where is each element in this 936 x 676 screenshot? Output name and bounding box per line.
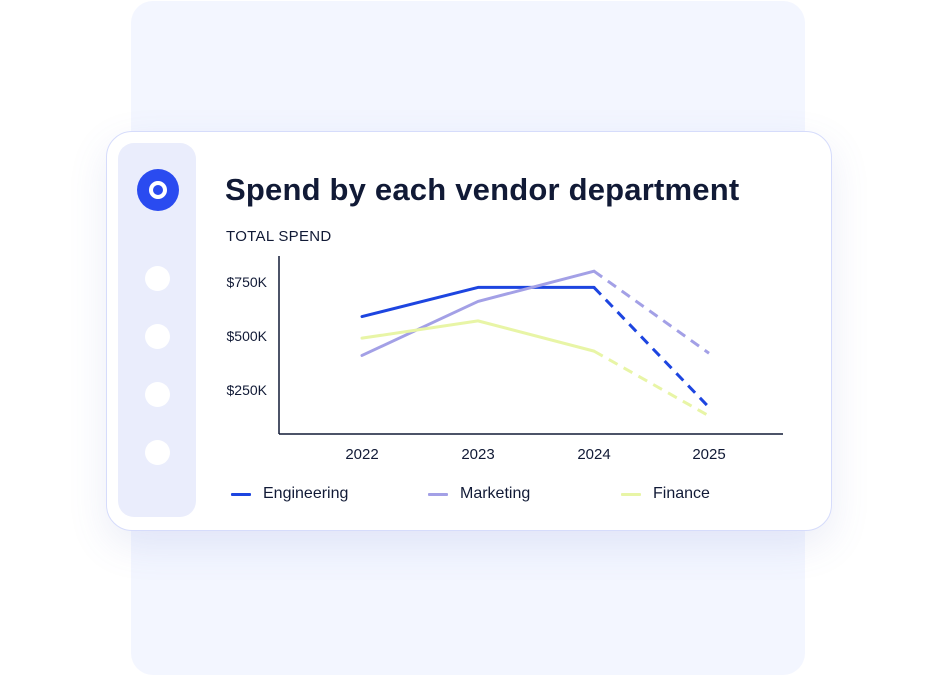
line-chart: $250K $500K $750K 2022 2023 2024 2025: [227, 256, 783, 463]
legend-label-engineering: Engineering: [263, 485, 349, 502]
legend-swatch-engineering: [231, 492, 251, 496]
sidebar-item-4[interactable]: [145, 440, 170, 465]
x-tick-label-2022: 2022: [345, 446, 378, 463]
y-axis-label: TOTAL SPEND: [226, 228, 332, 245]
legend-swatch-marketing: [428, 492, 448, 496]
x-tick-label-2023: 2023: [461, 446, 494, 463]
y-tick-label-1: $500K: [227, 328, 268, 344]
chart-title: Spend by each vendor department: [225, 172, 740, 207]
y-tick-label-0: $250K: [227, 382, 268, 398]
legend-item-finance[interactable]: Finance: [621, 485, 710, 503]
series-line-finance: [360, 319, 596, 353]
legend-swatch-finance: [621, 492, 641, 496]
sidebar-item-3[interactable]: [145, 382, 170, 407]
legend-label-marketing: Marketing: [460, 485, 531, 502]
chart-card: Spend by each vendor department TOTAL SP…: [106, 131, 832, 531]
logo-ring-icon[interactable]: [137, 169, 179, 211]
legend-item-engineering[interactable]: Engineering: [231, 485, 348, 503]
series-projection-finance: [593, 349, 710, 418]
sidebar-item-2[interactable]: [145, 324, 170, 349]
series-projection-engineering: [592, 286, 711, 409]
series-projection-marketing: [593, 269, 710, 355]
x-tick-label-2025: 2025: [692, 446, 725, 463]
y-tick-label-2: $750K: [227, 274, 268, 290]
legend-item-marketing[interactable]: Marketing: [428, 485, 530, 503]
x-tick-label-2024: 2024: [577, 446, 610, 463]
legend-label-finance: Finance: [653, 485, 710, 502]
sidebar-item-1[interactable]: [145, 266, 170, 291]
sidebar: [118, 143, 196, 517]
